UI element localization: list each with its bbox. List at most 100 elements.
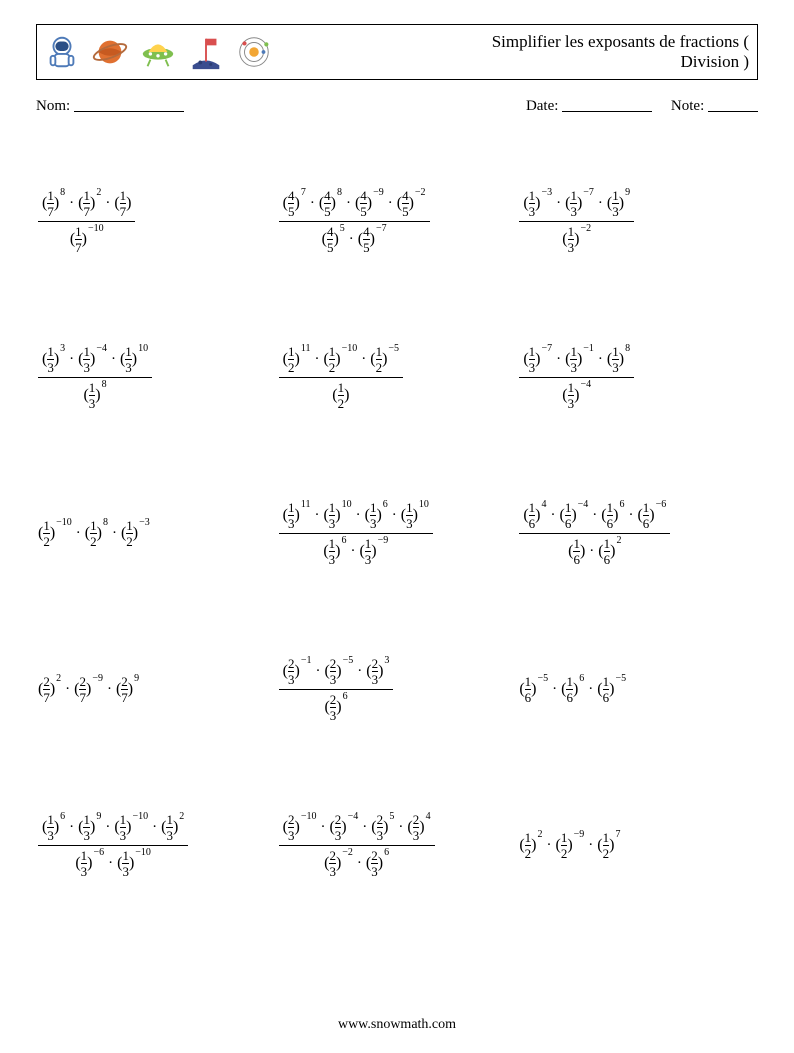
multiply-dot: · [148, 820, 161, 835]
multiply-dot: · [594, 352, 607, 367]
problem-cell: (13)6·(13)9·(13)−10·(13)2(13)−6·(13)−10 [36, 767, 277, 923]
multiply-dot: · [542, 838, 555, 853]
power-term: (23)−5 [324, 657, 353, 686]
power-term: (23)3 [366, 657, 389, 686]
multiply-dot: · [552, 196, 565, 211]
title-line-2: Division ) [273, 52, 749, 72]
multiply-dot: · [65, 820, 78, 835]
multiply-dot: · [584, 838, 597, 853]
power-term: (45)−9 [355, 189, 384, 218]
power-term: (45)−2 [397, 189, 426, 218]
planet-icon [91, 33, 129, 71]
power-term: (12)−10 [38, 519, 72, 548]
multiply-dot: · [345, 232, 358, 247]
expression: (17)8·(17)2·(17)(17)−10 [38, 188, 135, 255]
expression: (12)11·(12)−10·(12)−5(12) [279, 344, 403, 411]
multiply-dot: · [65, 352, 78, 367]
power-term: (13)−6 [75, 849, 104, 878]
multiply-dot: · [357, 352, 370, 367]
power-term: (23)−2 [324, 849, 353, 878]
power-term: (16)6 [561, 675, 584, 704]
multiply-dot: · [311, 664, 324, 679]
multiply-dot: · [310, 352, 323, 367]
problems-grid: (17)8·(17)2·(17)(17)−10(45)7·(45)8·(45)−… [36, 143, 758, 923]
power-term: (13)8 [83, 381, 106, 410]
power-term: (17)2 [78, 189, 101, 218]
power-term: (13)2 [161, 813, 184, 842]
power-term: (13)9 [78, 813, 101, 842]
power-term: (13)−1 [565, 345, 594, 374]
power-term: (13)−7 [523, 345, 552, 374]
header-box: Simplifier les exposants de fractions ( … [36, 24, 758, 80]
multiply-dot: · [101, 196, 114, 211]
problem-cell: (16)4·(16)−4·(16)6·(16)−6(16)·(16)2 [517, 455, 758, 611]
expression: (13)−3·(13)−7·(13)9(13)−2 [519, 188, 634, 255]
power-term: (16) [568, 537, 585, 566]
power-term: (13)−2 [562, 225, 591, 254]
expression: (13)6·(13)9·(13)−10·(13)2(13)−6·(13)−10 [38, 812, 188, 879]
big-fraction: (12)11·(12)−10·(12)−5(12) [279, 344, 403, 411]
header-icons [37, 25, 273, 79]
big-fraction: (16)4·(16)−4·(16)6·(16)−6(16)·(16)2 [519, 500, 670, 567]
power-term: (23)5 [371, 813, 394, 842]
multiply-dot: · [588, 508, 601, 523]
power-term: (12)11 [283, 345, 311, 374]
expression: (13)−7·(13)−1·(13)8(13)−4 [519, 344, 634, 411]
power-term: (12)−5 [370, 345, 399, 374]
multiply-dot: · [72, 526, 85, 541]
expression: (45)7·(45)8·(45)−9·(45)−2(45)5·(45)−7 [279, 188, 430, 255]
big-fraction: (17)8·(17)2·(17)(17)−10 [38, 188, 135, 255]
worksheet-page: Simplifier les exposants de fractions ( … [0, 0, 794, 1053]
big-fraction: (13)−7·(13)−1·(13)8(13)−4 [519, 344, 634, 411]
multiply-dot: · [352, 508, 365, 523]
ufo-icon [139, 33, 177, 71]
power-term: (16)−5 [597, 675, 626, 704]
expression: (13)11·(13)10·(13)6·(13)10(13)6·(13)−9 [279, 500, 433, 567]
multiply-dot: · [353, 664, 366, 679]
power-term: (13)8 [607, 345, 630, 374]
power-term: (23)−1 [283, 657, 312, 686]
multiply-dot: · [594, 196, 607, 211]
power-term: (16)−5 [519, 675, 548, 704]
problem-cell: (23)−10·(23)−4·(23)5·(23)4(23)−2·(23)6 [277, 767, 518, 923]
power-term: (13)9 [607, 189, 630, 218]
multiply-dot: · [394, 820, 407, 835]
multiply-dot: · [548, 682, 561, 697]
power-term: (17) [114, 189, 131, 218]
big-fraction: (13)3·(13)−4·(13)10(13)8 [38, 344, 152, 411]
power-term: (13)−9 [359, 537, 388, 566]
problem-cell: (16)−5·(16)6·(16)−5 [517, 611, 758, 767]
multiply-dot: · [306, 196, 319, 211]
power-term: (12)−10 [323, 345, 357, 374]
power-term: (13)6 [42, 813, 65, 842]
name-field: Nom: [36, 98, 184, 115]
multiply-dot: · [388, 508, 401, 523]
multiply-dot: · [104, 856, 117, 871]
problem-cell: (45)7·(45)8·(45)−9·(45)−2(45)5·(45)−7 [277, 143, 518, 299]
power-term: (16)−4 [559, 501, 588, 530]
problem-cell: (27)2·(27)−9·(27)9 [36, 611, 277, 767]
power-term: (45)7 [283, 189, 306, 218]
name-blank [74, 110, 184, 112]
power-term: (13)−4 [78, 345, 107, 374]
power-term: (17)8 [42, 189, 65, 218]
expression: (16)4·(16)−4·(16)6·(16)−6(16)·(16)2 [519, 500, 670, 567]
problem-cell: (13)−7·(13)−1·(13)8(13)−4 [517, 299, 758, 455]
problem-cell: (12)2·(12)−9·(12)7 [517, 767, 758, 923]
power-term: (16)−6 [637, 501, 666, 530]
multiply-dot: · [342, 196, 355, 211]
big-fraction: (45)7·(45)8·(45)−9·(45)−2(45)5·(45)−7 [279, 188, 430, 255]
power-term: (27)−9 [74, 675, 103, 704]
multiply-dot: · [358, 820, 371, 835]
power-term: (13)11 [283, 501, 311, 530]
expression: (13)3·(13)−4·(13)10(13)8 [38, 344, 152, 411]
multiply-dot: · [108, 526, 121, 541]
multiply-dot: · [552, 352, 565, 367]
power-term: (16)6 [601, 501, 624, 530]
multiply-dot: · [584, 682, 597, 697]
multiply-dot: · [624, 508, 637, 523]
power-term: (13)−4 [562, 381, 591, 410]
big-fraction: (23)−1·(23)−5·(23)3(23)6 [279, 656, 394, 723]
note-blank [708, 110, 758, 112]
power-term: (45)−7 [358, 225, 387, 254]
